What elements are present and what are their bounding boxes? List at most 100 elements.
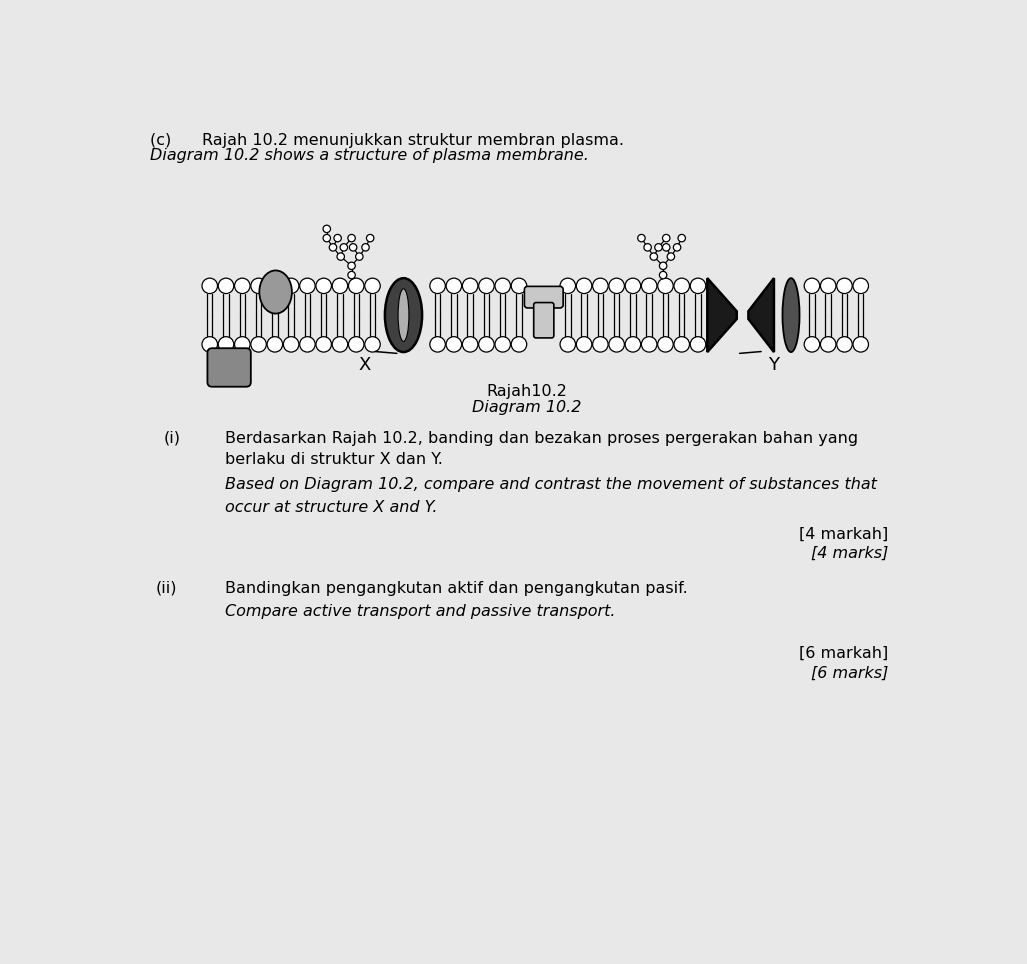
Circle shape <box>690 279 706 294</box>
Circle shape <box>495 279 510 294</box>
Circle shape <box>657 336 674 352</box>
Circle shape <box>251 336 266 352</box>
Circle shape <box>576 336 592 352</box>
Text: Compare active transport and passive transport.: Compare active transport and passive tra… <box>225 603 616 619</box>
Circle shape <box>837 279 852 294</box>
Polygon shape <box>749 279 774 352</box>
Circle shape <box>332 279 348 294</box>
Circle shape <box>804 279 820 294</box>
Text: Y: Y <box>768 356 779 374</box>
Circle shape <box>283 336 299 352</box>
Circle shape <box>348 272 355 279</box>
Circle shape <box>349 244 356 251</box>
Circle shape <box>674 244 681 251</box>
Circle shape <box>362 244 370 251</box>
Circle shape <box>348 336 364 352</box>
Ellipse shape <box>260 271 292 313</box>
Circle shape <box>625 279 641 294</box>
Circle shape <box>593 279 608 294</box>
Text: X: X <box>358 356 371 374</box>
Circle shape <box>662 244 670 251</box>
Circle shape <box>324 226 331 232</box>
Ellipse shape <box>385 279 422 352</box>
Text: [4 marks]: [4 marks] <box>810 547 888 561</box>
Circle shape <box>267 279 282 294</box>
Text: Diagram 10.2 shows a structure of plasma membrane.: Diagram 10.2 shows a structure of plasma… <box>150 148 588 163</box>
Circle shape <box>511 279 527 294</box>
Circle shape <box>668 253 675 260</box>
FancyBboxPatch shape <box>207 348 251 387</box>
Polygon shape <box>737 275 748 308</box>
Text: Bandingkan pengangkutan aktif dan pengangkutan pasif.: Bandingkan pengangkutan aktif dan pengan… <box>225 580 688 596</box>
Circle shape <box>219 279 234 294</box>
Circle shape <box>267 336 282 352</box>
Ellipse shape <box>783 279 800 352</box>
FancyBboxPatch shape <box>534 303 554 338</box>
Text: Rajah10.2: Rajah10.2 <box>487 385 567 399</box>
Text: [6 marks]: [6 marks] <box>810 665 888 681</box>
Circle shape <box>821 279 836 294</box>
Circle shape <box>650 253 657 260</box>
Circle shape <box>316 336 332 352</box>
Circle shape <box>609 336 624 352</box>
Circle shape <box>655 244 662 251</box>
Circle shape <box>657 279 674 294</box>
Circle shape <box>837 336 852 352</box>
Circle shape <box>348 279 364 294</box>
Circle shape <box>430 336 446 352</box>
Circle shape <box>511 336 527 352</box>
Circle shape <box>853 279 869 294</box>
Circle shape <box>334 234 341 242</box>
Text: [4 markah]: [4 markah] <box>799 527 888 542</box>
Circle shape <box>495 336 510 352</box>
Text: [6 markah]: [6 markah] <box>799 646 888 661</box>
Circle shape <box>300 336 315 352</box>
Circle shape <box>642 279 657 294</box>
Circle shape <box>821 336 836 352</box>
Circle shape <box>446 279 461 294</box>
Text: Based on Diagram 10.2, compare and contrast the movement of substances that: Based on Diagram 10.2, compare and contr… <box>225 477 877 492</box>
Circle shape <box>446 336 461 352</box>
Circle shape <box>662 234 670 242</box>
Circle shape <box>479 279 494 294</box>
Circle shape <box>678 234 685 242</box>
Circle shape <box>462 336 478 352</box>
Circle shape <box>576 279 592 294</box>
Circle shape <box>202 336 218 352</box>
Circle shape <box>355 253 364 260</box>
Circle shape <box>332 336 348 352</box>
Circle shape <box>348 234 355 242</box>
Text: berlaku di struktur X dan Y.: berlaku di struktur X dan Y. <box>225 452 443 468</box>
FancyBboxPatch shape <box>525 286 563 308</box>
Text: (i): (i) <box>163 431 181 445</box>
Circle shape <box>560 336 575 352</box>
Circle shape <box>365 279 380 294</box>
Circle shape <box>348 262 355 270</box>
Circle shape <box>609 279 624 294</box>
Text: (c)      Rajah 10.2 menunjukkan struktur membran plasma.: (c) Rajah 10.2 menunjukkan struktur memb… <box>150 133 624 147</box>
Circle shape <box>367 234 374 242</box>
Circle shape <box>853 336 869 352</box>
Circle shape <box>324 234 331 242</box>
Circle shape <box>659 272 667 279</box>
Circle shape <box>365 336 380 352</box>
Circle shape <box>430 279 446 294</box>
Circle shape <box>251 279 266 294</box>
Circle shape <box>625 336 641 352</box>
Circle shape <box>659 262 667 270</box>
Circle shape <box>283 279 299 294</box>
Text: Berdasarkan Rajah 10.2, banding dan bezakan proses pergerakan bahan yang: Berdasarkan Rajah 10.2, banding dan beza… <box>225 431 859 445</box>
Text: Diagram 10.2: Diagram 10.2 <box>472 400 581 415</box>
Text: occur at structure X and Y.: occur at structure X and Y. <box>225 500 438 515</box>
Circle shape <box>337 253 344 260</box>
Circle shape <box>202 279 218 294</box>
Ellipse shape <box>398 289 409 341</box>
Circle shape <box>560 279 575 294</box>
Polygon shape <box>708 279 736 352</box>
Circle shape <box>219 336 234 352</box>
Circle shape <box>330 244 337 251</box>
Circle shape <box>674 336 689 352</box>
Circle shape <box>804 336 820 352</box>
Circle shape <box>638 234 645 242</box>
Circle shape <box>642 336 657 352</box>
